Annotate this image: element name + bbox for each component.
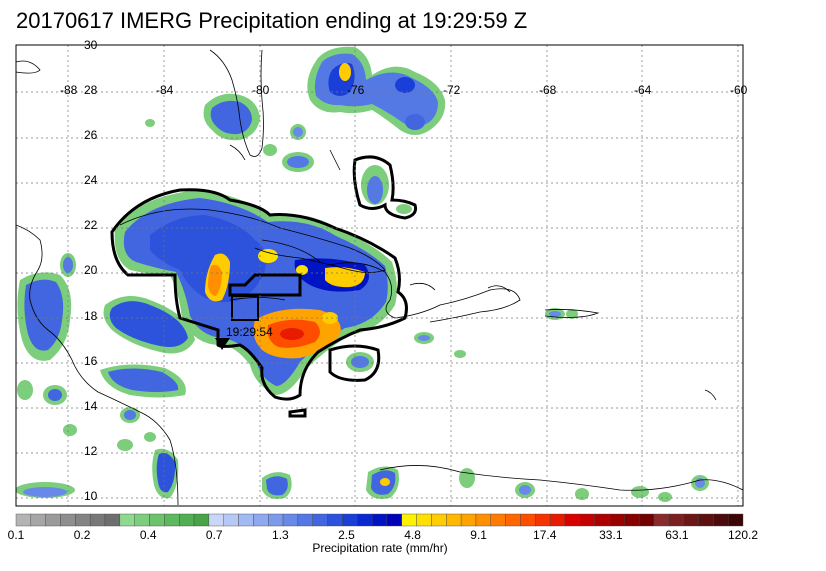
- colorbar-swatch: [104, 513, 121, 527]
- colorbar-swatch: [564, 513, 581, 527]
- lat-label: 10: [84, 489, 98, 503]
- colorbar-swatch: [60, 513, 76, 527]
- map-title: 20170617 IMERG Precipitation ending at 1…: [16, 8, 528, 33]
- colorbar-swatch: [624, 513, 640, 527]
- precip-cluster-south: [262, 165, 709, 502]
- precipitation-field: [16, 46, 709, 502]
- colorbar-swatch: [45, 513, 61, 527]
- lat-label: 24: [84, 173, 98, 187]
- coastlines: [16, 49, 743, 506]
- colorbar-swatch: [386, 513, 402, 527]
- colorbar-swatch: [727, 513, 744, 527]
- precip-cluster-florida: [145, 93, 314, 172]
- precip-cluster-main-storm: [114, 190, 397, 395]
- colorbar-swatch: [15, 513, 32, 527]
- colorbar-swatch: [208, 513, 224, 527]
- colorbar-title: Precipitation rate (mm/hr): [312, 541, 448, 555]
- colorbar-swatch: [342, 513, 358, 527]
- colorbar-swatch: [30, 513, 46, 527]
- colorbar-swatch: [75, 513, 91, 527]
- colorbar-swatch: [401, 513, 417, 527]
- lat-label: 20: [84, 263, 98, 277]
- colorbar-swatch: [416, 513, 432, 527]
- colorbar-tick-label: 0.2: [73, 528, 91, 542]
- colorbar-swatch: [520, 513, 536, 527]
- colorbar-swatch: [713, 513, 729, 527]
- colorbar-swatch: [698, 513, 714, 527]
- storm-time-label: 19:29:54: [226, 325, 273, 339]
- colorbar-swatch: [668, 513, 684, 527]
- colorbar-swatch: [178, 513, 195, 527]
- colorbar-swatch: [460, 513, 477, 527]
- colorbar-tick-label: 2.5: [338, 528, 355, 542]
- storm-position-marker: 19:29:54: [215, 325, 273, 350]
- lon-label: -76: [347, 83, 365, 97]
- longitude-labels: -88 -84 -80 -76 -72 -68 -64 -60: [60, 83, 748, 97]
- lat-label: 12: [84, 444, 98, 458]
- colorbar-swatch: [475, 513, 491, 527]
- lon-label: -64: [634, 83, 652, 97]
- colorbar: [15, 513, 744, 527]
- colorbar-tick-label: 0.4: [139, 528, 157, 542]
- colorbar-tick-label: 120.2: [727, 528, 759, 542]
- colorbar-swatch: [193, 513, 210, 527]
- lat-label: 22: [84, 218, 98, 232]
- colorbar-tick-label: 17.4: [533, 528, 557, 542]
- lat-label: 26: [84, 128, 98, 142]
- colorbar-swatch: [505, 513, 521, 527]
- colorbar-tick-label: 0.1: [7, 528, 25, 542]
- colorbar-swatch: [431, 513, 447, 527]
- lon-label: -84: [156, 83, 174, 97]
- lat-label: 30: [84, 38, 98, 52]
- lat-label: 28: [84, 83, 98, 97]
- colorbar-swatch: [89, 513, 106, 527]
- precip-cluster-central-america: [16, 253, 195, 499]
- colorbar-tick-label: 33.1: [599, 528, 623, 542]
- colorbar-swatch: [149, 513, 165, 527]
- lon-label: -68: [539, 83, 557, 97]
- gridlines: [16, 45, 743, 506]
- lon-label: -72: [443, 83, 461, 97]
- colorbar-swatch: [223, 513, 239, 527]
- colorbar-swatch: [490, 513, 506, 527]
- colorbar-swatch: [282, 513, 299, 527]
- colorbar-tick-label: 9.1: [470, 528, 487, 542]
- colorbar-swatch: [297, 513, 313, 527]
- colorbar-swatch: [312, 513, 328, 527]
- colorbar-swatch: [238, 513, 254, 527]
- lat-label: 14: [84, 399, 98, 413]
- colorbar-swatch: [164, 513, 180, 527]
- colorbar-swatch: [638, 513, 655, 527]
- colorbar-swatch: [683, 513, 699, 527]
- lon-label: -60: [730, 83, 748, 97]
- colorbar-tick-label: 63.1: [665, 528, 689, 542]
- colorbar-swatch: [549, 513, 566, 527]
- colorbar-swatch: [653, 513, 670, 527]
- lon-label: -80: [252, 83, 270, 97]
- colorbar-swatch: [371, 513, 388, 527]
- lat-label: 18: [84, 309, 98, 323]
- latitude-labels: 30 28 26 24 22 20 18 16 14 12 10: [84, 38, 98, 503]
- colorbar-tick-label: 1.3: [272, 528, 289, 542]
- colorbar-swatch: [357, 513, 373, 527]
- colorbar-swatch: [134, 513, 150, 527]
- lat-label: 16: [84, 354, 98, 368]
- colorbar-swatch: [535, 513, 551, 527]
- colorbar-swatch: [446, 513, 462, 527]
- colorbar-tick-label: 4.8: [404, 528, 421, 542]
- colorbar-swatch: [579, 513, 595, 527]
- map-frame: [15, 44, 744, 507]
- colorbar-swatch: [327, 513, 343, 527]
- colorbar-tick-label: 0.7: [205, 528, 223, 542]
- colorbar-swatch: [594, 513, 610, 527]
- precip-cluster-bahamas: [307, 46, 446, 135]
- lon-label: -88: [60, 83, 78, 97]
- colorbar-swatch: [609, 513, 625, 527]
- colorbar-swatch: [253, 513, 269, 527]
- colorbar-swatch: [119, 513, 135, 527]
- colorbar-swatch: [268, 513, 284, 527]
